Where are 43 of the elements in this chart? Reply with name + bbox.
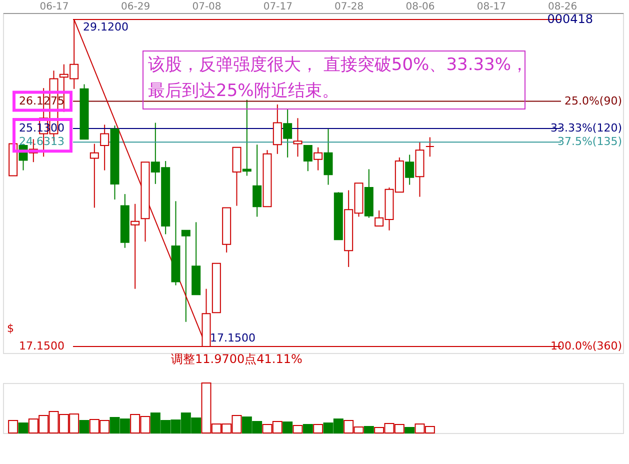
candlestick — [90, 143, 99, 208]
annotation: 29.1200 — [83, 20, 128, 34]
candlestick — [293, 118, 302, 158]
x-tick-label: 07-28 — [334, 2, 364, 12]
x-tick-label: 06-29 — [121, 2, 150, 12]
bar — [8, 420, 18, 434]
candlestick — [252, 144, 262, 218]
bar — [302, 424, 313, 434]
bar — [79, 420, 90, 434]
candlestick — [130, 203, 140, 290]
text: 调整11.9700点41.11% — [171, 352, 302, 366]
annotation: 100.0%(360) — [550, 339, 622, 352]
annotation: $ — [7, 322, 14, 335]
x-tick-label: 08-17 — [476, 2, 506, 12]
bar — [364, 426, 374, 434]
candlestick — [324, 128, 333, 186]
candlestick — [425, 136, 434, 158]
x-tick-label: 08-06 — [406, 2, 435, 12]
bar — [282, 422, 293, 434]
candlestick — [242, 99, 252, 176]
annotation: 000418 — [547, 12, 593, 26]
bar — [18, 422, 28, 434]
candlestick — [100, 124, 110, 171]
candlestick — [405, 154, 414, 186]
x-tick-label: 08-26 — [548, 2, 578, 12]
x-tick-label: 07-08 — [192, 2, 222, 12]
candlestick — [314, 146, 323, 171]
x-tick-label: 06-17 — [40, 2, 69, 12]
candlestick — [181, 230, 190, 322]
bar — [404, 427, 415, 434]
annotation: 17.1500 — [210, 331, 256, 344]
bar — [313, 424, 324, 434]
annotation: 最后到达25%附近结束。 — [148, 81, 339, 101]
annotation: 25.0%(90) — [564, 94, 622, 108]
annotation: 17.1500 — [19, 339, 64, 352]
annotation: 37.5%(135) — [557, 135, 622, 148]
candlestick — [303, 144, 312, 172]
bar — [292, 425, 303, 434]
annotation: 该股，反弹强度很大， 直接突破50%、33.33%， — [148, 55, 528, 75]
candlestick — [283, 108, 292, 158]
x-tick-label: 07-17 — [263, 2, 292, 12]
annotation: 33.33%(120) — [550, 122, 622, 135]
candlestick — [272, 104, 282, 154]
